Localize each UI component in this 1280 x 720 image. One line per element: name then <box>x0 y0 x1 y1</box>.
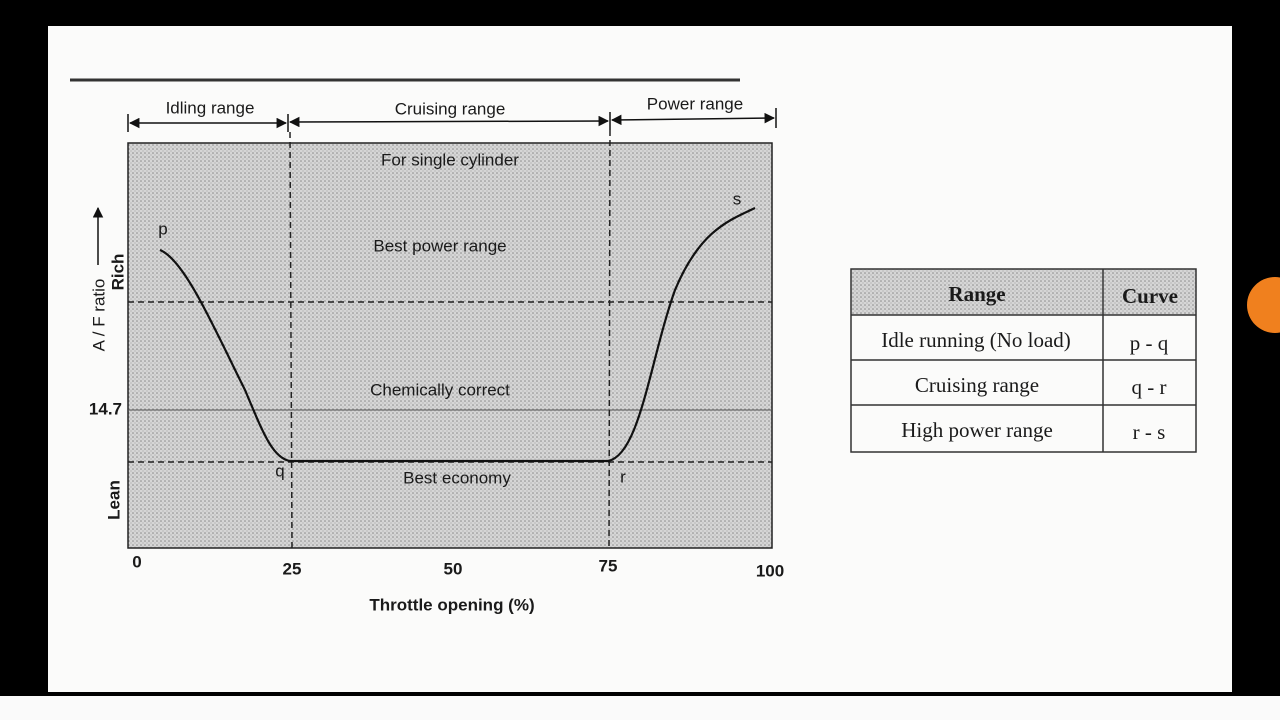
point-label: p <box>158 219 167 238</box>
range-label: Idling range <box>166 98 255 117</box>
x-tick-label: 0 <box>132 552 141 571</box>
table-cell: r - s <box>1133 420 1166 444</box>
y-label: Rich <box>108 254 127 291</box>
annotation: Chemically correct <box>370 380 510 399</box>
af-curve <box>159 207 756 463</box>
x-tick-label: 50 <box>444 559 463 578</box>
annotation: Best economy <box>403 468 511 487</box>
point-label: s <box>733 189 742 208</box>
table-header: Curve <box>1122 284 1178 308</box>
y-axis-label: A / F ratio <box>89 279 108 352</box>
orange-button[interactable] <box>1247 277 1280 333</box>
annotation: Best power range <box>373 236 506 255</box>
range-label: Power range <box>647 94 743 113</box>
table-header-bg <box>851 269 1196 315</box>
table: Range Curve Idle running (No load) p - q… <box>850 268 1197 453</box>
y-label: 14.7 <box>89 399 122 418</box>
table-cell: Idle running (No load) <box>881 328 1071 352</box>
table-cell: Cruising range <box>915 373 1039 397</box>
table-cell: High power range <box>901 418 1053 442</box>
y-label: Lean <box>104 480 123 520</box>
x-tick-label: 25 <box>283 559 302 578</box>
range-header: Idling range Cruising range Power range <box>127 94 777 132</box>
plot-area <box>127 142 773 549</box>
x-tick-label: 100 <box>756 561 784 580</box>
x-axis-label: Throttle opening (%) <box>369 595 534 614</box>
point-label: r <box>620 467 626 486</box>
y-axis: A / F ratio Rich 14.7 Lean <box>89 206 127 520</box>
bottom-strip <box>0 696 1280 720</box>
table-cell: p - q <box>1130 331 1169 355</box>
x-tick-label: 75 <box>599 556 618 575</box>
table-cell: q - r <box>1132 375 1167 399</box>
annotation: For single cylinder <box>381 150 519 169</box>
table-header: Range <box>948 282 1005 306</box>
point-label: q <box>275 461 284 480</box>
range-label: Cruising range <box>395 99 506 118</box>
